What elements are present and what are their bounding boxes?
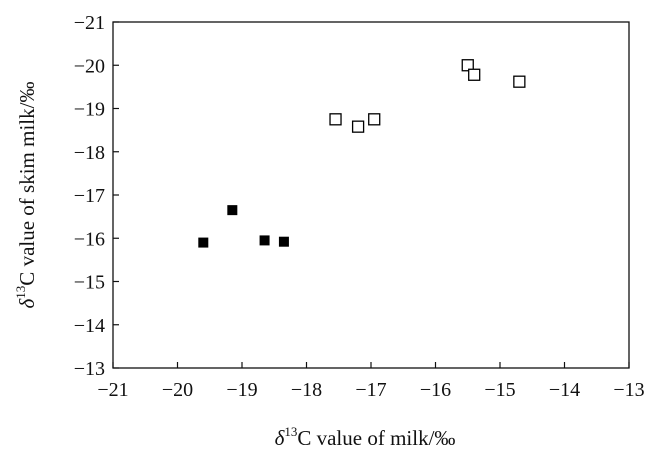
- x-tick-label: −14: [549, 379, 580, 401]
- x-tick-label: −13: [613, 379, 644, 401]
- x-axis-ticks: −21 −20 −19 −18 −17 −16 −15 −14 −13: [97, 362, 645, 401]
- filled-square-point: [227, 205, 238, 216]
- y-tick-label: −18: [74, 142, 105, 164]
- x-tick-label: −18: [291, 379, 322, 401]
- filled-square-point: [278, 236, 289, 247]
- open-square-point: [513, 75, 526, 88]
- x-tick-label: −19: [226, 379, 257, 401]
- y-axis-title: δ13C value of skim milk/‰: [13, 82, 39, 309]
- y-tick-label: −19: [74, 99, 105, 121]
- filled-square-point: [198, 237, 209, 248]
- y-tick-label: −15: [74, 272, 105, 294]
- x-axis-title: δ13C value of milk/‰: [275, 424, 456, 450]
- y-axis-ticks: −21 −20 −19 −18 −17 −16 −15 −14 −13: [74, 12, 119, 380]
- x-tick-label: −17: [355, 379, 386, 401]
- y-tick-label: −14: [74, 315, 105, 337]
- open-square-point: [329, 113, 342, 126]
- open-square-point: [368, 113, 381, 126]
- x-tick-label: −15: [484, 379, 515, 401]
- open-square-point: [468, 68, 481, 81]
- x-tick-label: −16: [420, 379, 451, 401]
- x-tick-label: −20: [162, 379, 193, 401]
- y-tick-label: −17: [74, 185, 105, 207]
- y-tick-label: −21: [74, 12, 105, 34]
- filled-square-point: [259, 235, 270, 246]
- x-tick-label: −21: [97, 379, 128, 401]
- y-tick-label: −20: [74, 55, 105, 77]
- plot-frame: [112, 21, 630, 369]
- y-tick-label: −16: [74, 228, 105, 250]
- open-square-point: [461, 59, 474, 72]
- open-square-point: [351, 120, 365, 133]
- y-tick-label: −13: [74, 358, 105, 380]
- data-points: [198, 59, 526, 248]
